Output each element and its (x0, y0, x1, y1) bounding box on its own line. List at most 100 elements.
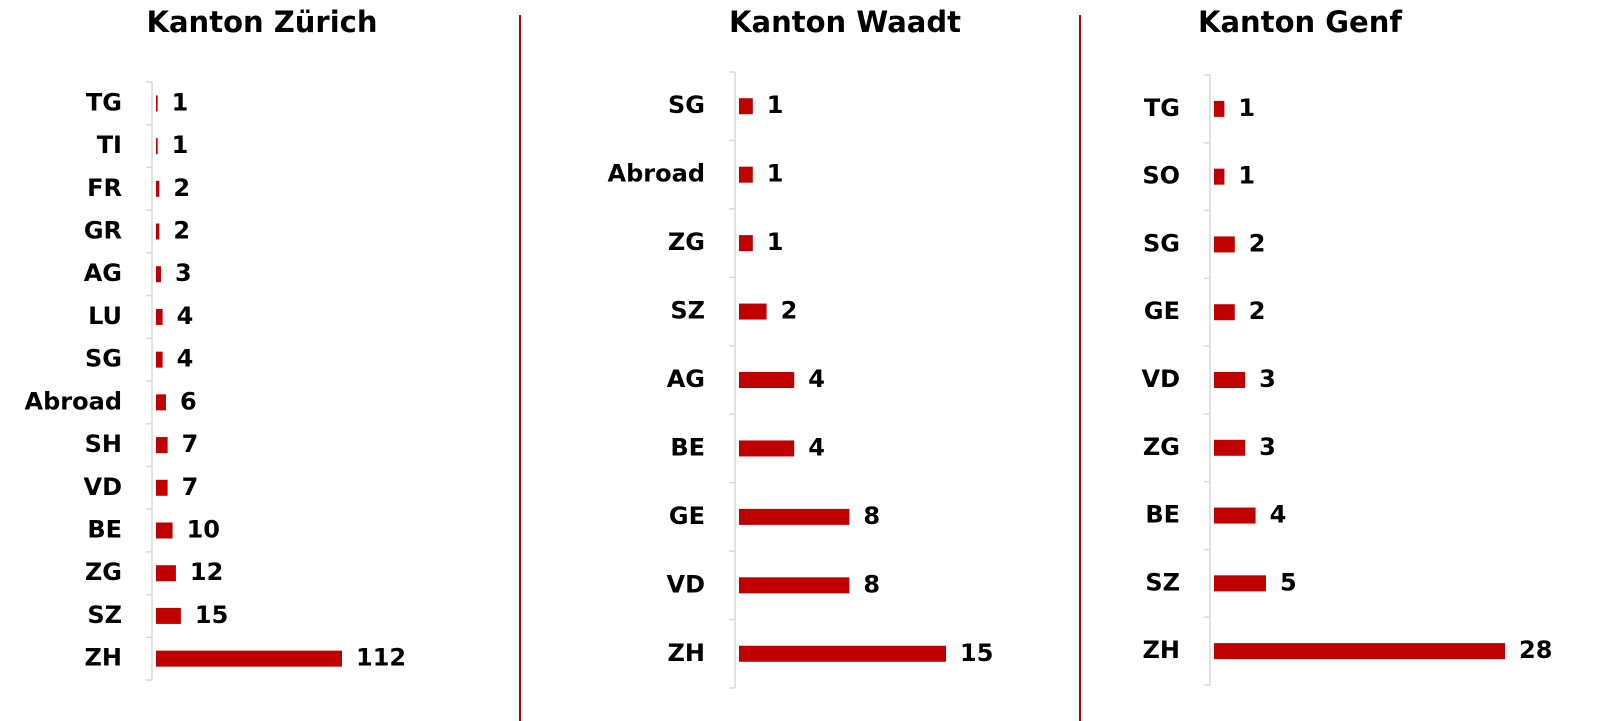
y-tick-label: SZ (87, 601, 122, 629)
y-tick-label: GE (1144, 297, 1180, 325)
y-tick-label: VD (84, 473, 123, 501)
chart-title: Kanton Waadt (729, 5, 961, 39)
data-label: 3 (1259, 433, 1276, 461)
y-tick-label: Abroad (608, 160, 705, 188)
y-tick-label: GE (669, 502, 705, 530)
chart-title: Kanton Genf (1198, 5, 1402, 39)
y-tick-label: BE (670, 433, 705, 461)
y-tick-label: BE (1145, 501, 1180, 529)
bar (156, 138, 158, 155)
data-label: 4 (1270, 501, 1287, 529)
y-tick-label: AG (84, 259, 122, 287)
data-label: 15 (195, 601, 228, 629)
data-label: 4 (808, 365, 825, 393)
data-label: 28 (1519, 636, 1552, 664)
data-label: 1 (172, 131, 189, 159)
y-tick-label: ZG (668, 228, 705, 256)
bar (739, 508, 850, 525)
y-tick-label: SO (1142, 162, 1180, 190)
bar (739, 98, 753, 115)
data-label: 8 (863, 570, 880, 598)
y-tick-label: ZH (85, 644, 123, 672)
data-label: 1 (1238, 94, 1255, 122)
data-label: 4 (177, 345, 194, 373)
bar (1214, 507, 1256, 524)
bar (156, 607, 181, 624)
bar (156, 522, 173, 539)
bar (1214, 168, 1225, 185)
data-label: 112 (356, 644, 406, 672)
y-tick-label: VD (1142, 365, 1181, 393)
data-label: 15 (960, 639, 993, 667)
y-tick-label: SH (85, 430, 122, 458)
data-label: 4 (177, 302, 194, 330)
data-label: 1 (767, 228, 784, 256)
bar (739, 303, 767, 320)
bar (1214, 439, 1246, 456)
data-label: 1 (172, 88, 189, 116)
y-tick-label: ZG (1143, 433, 1180, 461)
y-tick-label: SG (1143, 229, 1180, 257)
data-label: 2 (173, 217, 190, 245)
bar (739, 235, 753, 252)
data-label: 7 (182, 430, 199, 458)
bar (156, 351, 163, 368)
bar (156, 223, 160, 240)
data-label: 8 (863, 502, 880, 530)
bar (739, 440, 795, 457)
bar (1214, 575, 1266, 592)
y-tick-label: SZ (670, 297, 705, 325)
y-tick-label: ZH (1143, 636, 1181, 664)
y-tick-label: ZH (668, 639, 706, 667)
bar (1214, 100, 1225, 117)
data-label: 6 (180, 387, 197, 415)
bar (156, 95, 158, 112)
data-label: 3 (1259, 365, 1276, 393)
chart-title: Kanton Zürich (147, 5, 378, 39)
bar (156, 650, 342, 667)
data-label: 12 (190, 558, 223, 586)
data-label: 5 (1280, 568, 1297, 596)
bar (156, 308, 163, 325)
data-label: 1 (1238, 162, 1255, 190)
data-label: 1 (767, 91, 784, 119)
bar (1214, 304, 1235, 321)
data-label: 10 (187, 516, 220, 544)
y-tick-label: AG (667, 365, 705, 393)
bar (739, 645, 946, 662)
data-label: 2 (1249, 297, 1266, 325)
bar (739, 166, 753, 183)
data-label: 2 (1249, 229, 1266, 257)
bar (156, 394, 166, 411)
y-tick-label: TI (97, 131, 122, 159)
y-tick-label: SG (85, 345, 122, 373)
bar (156, 565, 176, 582)
data-label: 2 (173, 174, 190, 202)
y-tick-label: TG (86, 88, 122, 116)
y-tick-label: ZG (85, 558, 122, 586)
bar (1214, 372, 1246, 388)
data-label: 3 (175, 259, 192, 287)
bar (1214, 236, 1235, 253)
y-tick-label: GR (84, 217, 122, 245)
bar (1214, 643, 1505, 660)
data-label: 1 (767, 160, 784, 188)
y-tick-label: TG (1144, 94, 1180, 122)
y-tick-label: VD (667, 570, 706, 598)
y-tick-label: SZ (1145, 568, 1180, 596)
bar (156, 479, 168, 496)
data-label: 4 (808, 433, 825, 461)
bar (156, 180, 160, 197)
data-label: 2 (781, 297, 798, 325)
bar (156, 266, 161, 283)
bar (739, 577, 850, 594)
y-tick-label: LU (88, 302, 122, 330)
y-tick-label: SG (668, 91, 705, 119)
bar (156, 437, 168, 454)
bar (739, 372, 795, 388)
y-tick-label: BE (87, 516, 122, 544)
y-tick-label: Abroad (25, 387, 122, 415)
data-label: 7 (182, 473, 199, 501)
y-tick-label: FR (87, 174, 122, 202)
